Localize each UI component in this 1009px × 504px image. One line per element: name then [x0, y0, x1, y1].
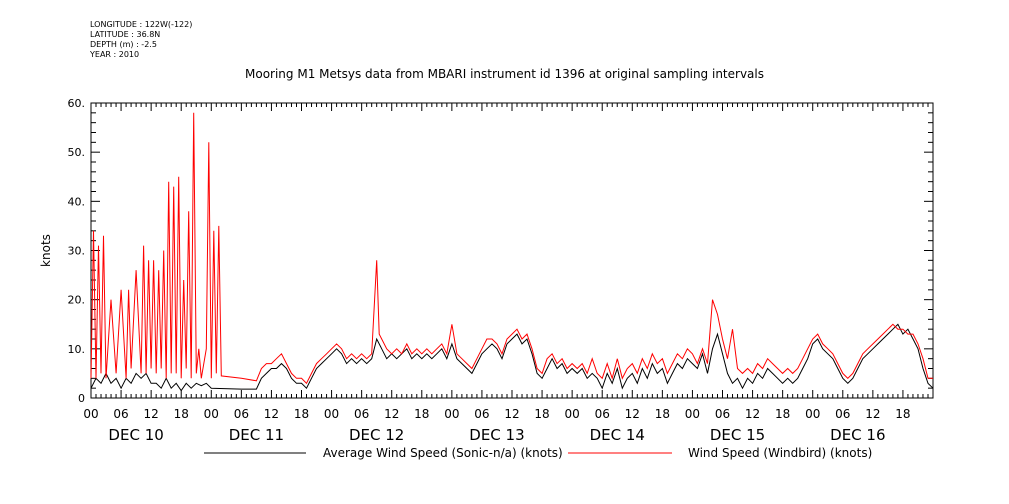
x-hour-tick-label: 12: [504, 407, 519, 421]
metadata-block: LONGITUDE : 122W(-122) LATITUDE : 36.8N …: [90, 20, 192, 60]
x-hour-tick-label: 06: [474, 407, 489, 421]
x-hour-tick-label: 12: [745, 407, 760, 421]
x-hour-tick-label: 06: [595, 407, 610, 421]
y-axis-label: knots: [39, 234, 53, 267]
x-hour-tick-label: 00: [565, 407, 580, 421]
x-hour-tick-label: 18: [174, 407, 189, 421]
x-hour-tick-label: 12: [865, 407, 880, 421]
legend-label-windbird: Wind Speed (Windbird) (knots): [688, 446, 873, 460]
x-day-label: DEC 11: [229, 426, 284, 444]
meta-longitude: LONGITUDE : 122W(-122): [90, 20, 193, 29]
series-avg-wind-speed-line: [90, 323, 934, 392]
x-day-label: DEC 14: [590, 426, 645, 444]
x-hour-tick-label: 12: [625, 407, 640, 421]
y-tick-label: 20.: [68, 294, 86, 307]
x-hour-tick-label: 18: [655, 407, 670, 421]
x-hour-tick-label: 12: [144, 407, 159, 421]
x-day-label: DEC 16: [830, 426, 885, 444]
x-hour-tick-label: 00: [324, 407, 339, 421]
meta-year: YEAR : 2010: [90, 50, 140, 59]
x-hour-tick-label: 18: [534, 407, 549, 421]
x-day-label: DEC 12: [349, 426, 404, 444]
x-hour-tick-label: 00: [805, 407, 820, 421]
x-hour-tick-label: 06: [234, 407, 249, 421]
x-hour-tick-label: 00: [204, 407, 219, 421]
meta-latitude: LATITUDE : 36.8N: [90, 30, 161, 39]
x-day-label: DEC 13: [469, 426, 524, 444]
y-tick-label: 0: [78, 392, 85, 405]
x-hour-tick-label: 06: [715, 407, 730, 421]
x-hour-tick-label: 18: [775, 407, 790, 421]
x-hour-tick-label: 06: [835, 407, 850, 421]
x-hour-tick-label: 18: [414, 407, 429, 421]
x-hour-tick-label: 18: [895, 407, 910, 421]
x-hour-tick-label: 12: [384, 407, 399, 421]
x-day-label: DEC 15: [710, 426, 765, 444]
chart-title: Mooring M1 Metsys data from MBARI instru…: [245, 67, 764, 81]
x-hour-tick-label: 06: [113, 407, 128, 421]
legend-label-avg-wind: Average Wind Speed (Sonic-n/a) (knots): [323, 446, 563, 460]
x-day-label: DEC 10: [108, 426, 163, 444]
x-hour-tick-label: 18: [294, 407, 309, 421]
y-tick-label: 40.: [68, 195, 86, 208]
x-hour-tick-label: 00: [685, 407, 700, 421]
y-tick-label: 30.: [68, 245, 86, 258]
meta-depth: DEPTH (m) : -2.5: [90, 40, 157, 49]
y-tick-label: 10.: [68, 343, 86, 356]
series-windbird-wind-speed-line: [90, 112, 933, 385]
y-tick-label: 50.: [68, 146, 86, 159]
x-hour-tick-label: 06: [354, 407, 369, 421]
x-hour-tick-label: 12: [264, 407, 279, 421]
plot-frame: [90, 102, 934, 399]
x-hour-tick-label: 00: [444, 407, 459, 421]
x-hour-tick-label: 00: [83, 407, 98, 421]
y-tick-label: 60.: [68, 97, 86, 110]
